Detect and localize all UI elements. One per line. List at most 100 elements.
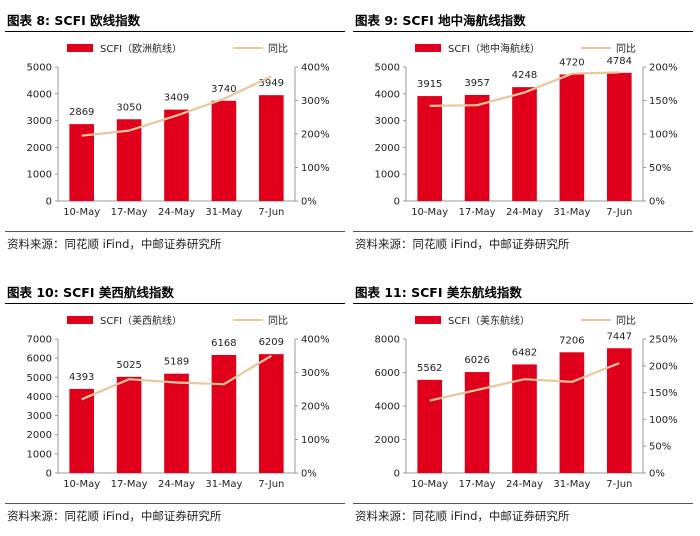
title-divider [353,31,693,32]
y-left-tick-label: 0 [46,197,52,208]
chart-us-west: SCFI（美西航线）同比7000600050004000300020001000… [5,306,345,501]
bar [560,352,585,473]
x-tick-label: 24-May [506,479,543,490]
x-tick-label: 24-May [506,207,543,218]
y-left-tick-label: 0 [46,469,52,480]
bar-value-label: 3409 [164,93,189,104]
x-tick-label: 24-May [158,479,195,490]
bar-value-label: 7447 [607,331,632,342]
bar-value-label: 3957 [464,78,489,89]
source-note: 资料来源：同花顺 iFind，中邮证券研究所 [7,508,221,524]
y-left-tick-label: 4000 [27,392,52,403]
bar [417,380,442,473]
y-left-tick-label: 0 [394,197,400,208]
y-right-tick-label: 100% [649,130,678,141]
chart-mediterranean: SCFI（地中海航线）同比500040003000200010000200%15… [353,34,693,229]
y-left-tick-label: 0 [394,469,400,480]
legend-bar-label: SCFI（美东航线） [448,314,530,327]
source-divider [353,231,693,232]
y-right-tick-label: 50% [649,163,671,174]
legend-bar-swatch [415,44,441,52]
chart-title: 图表 9: SCFI 地中海航线指数 [355,10,526,29]
y-right-tick-label: 250% [649,335,678,346]
bar-value-label: 5189 [164,357,189,368]
legend-bar-swatch [415,316,441,324]
source-note: 资料来源：同花顺 iFind，中邮证券研究所 [355,236,569,252]
bar [69,389,94,473]
bar [164,374,189,473]
bar-value-label: 6026 [464,355,489,366]
bar-value-label: 2869 [69,107,94,118]
y-right-tick-label: 0% [301,197,317,208]
bar-value-label: 5025 [116,360,141,371]
y-right-tick-label: 50% [649,442,671,453]
legend-bar-swatch [67,44,93,52]
y-left-tick-label: 3000 [27,116,52,127]
x-tick-label: 17-May [111,207,148,218]
bar-value-label: 4720 [559,58,584,69]
bar [607,73,632,201]
y-left-tick-label: 4000 [375,89,400,100]
y-right-tick-label: 150% [649,96,678,107]
bar [117,377,142,473]
y-left-tick-label: 4000 [375,402,400,413]
x-tick-label: 10-May [63,207,100,218]
legend-bar-swatch [67,316,93,324]
bar-value-label: 3740 [211,84,236,95]
y-left-tick-label: 2000 [27,143,52,154]
y-right-tick-label: 200% [649,361,678,372]
x-tick-label: 7-Jun [258,207,284,218]
bar-value-label: 5562 [417,363,442,374]
source-divider [5,503,345,504]
y-right-tick-label: 0% [649,197,665,208]
legend-line-label: 同比 [268,43,288,55]
x-tick-label: 10-May [63,479,100,490]
y-left-tick-label: 1000 [27,170,52,181]
bar-value-label: 6209 [259,337,284,348]
chart-title: 图表 10: SCFI 美西航线指数 [7,282,174,301]
bar-value-label: 4248 [512,70,537,81]
y-right-tick-label: 200% [301,130,330,141]
title-divider [353,303,693,304]
source-note: 资料来源：同花顺 iFind，中邮证券研究所 [355,508,569,524]
y-left-tick-label: 6000 [375,368,400,379]
x-tick-label: 7-Jun [606,479,632,490]
y-right-tick-label: 100% [301,435,330,446]
title-divider [5,31,345,32]
bar-value-label: 6482 [512,347,537,358]
chart-europe: SCFI（欧洲航线）同比500040003000200010000400%300… [5,34,345,229]
bar-value-label: 4784 [607,56,632,67]
y-right-tick-label: 0% [301,469,317,480]
y-right-tick-label: 200% [301,402,330,413]
x-tick-label: 24-May [158,207,195,218]
bar [164,110,189,201]
y-left-tick-label: 5000 [27,63,52,74]
bar [417,96,442,201]
legend-line-label: 同比 [616,43,636,55]
y-right-tick-label: 100% [301,163,330,174]
bar [560,75,585,201]
y-right-tick-label: 300% [301,96,330,107]
bar-value-label: 3915 [417,79,442,90]
legend-bar-label: SCFI（欧洲航线） [100,42,182,55]
x-tick-label: 17-May [459,207,496,218]
legend-line-label: 同比 [616,315,636,327]
y-left-tick-label: 2000 [375,143,400,154]
bar-value-label: 6168 [211,338,236,349]
y-right-tick-label: 0% [649,469,665,480]
legend-bar-label: SCFI（地中海航线） [448,42,540,55]
y-left-tick-label: 3000 [375,116,400,127]
bar [512,87,537,201]
bar [259,354,284,473]
x-tick-label: 31-May [553,479,590,490]
x-tick-label: 17-May [459,479,496,490]
x-tick-label: 31-May [205,207,242,218]
y-right-tick-label: 150% [649,388,678,399]
bar [212,101,237,201]
x-tick-label: 31-May [553,207,590,218]
bar-value-label: 3050 [116,102,141,113]
